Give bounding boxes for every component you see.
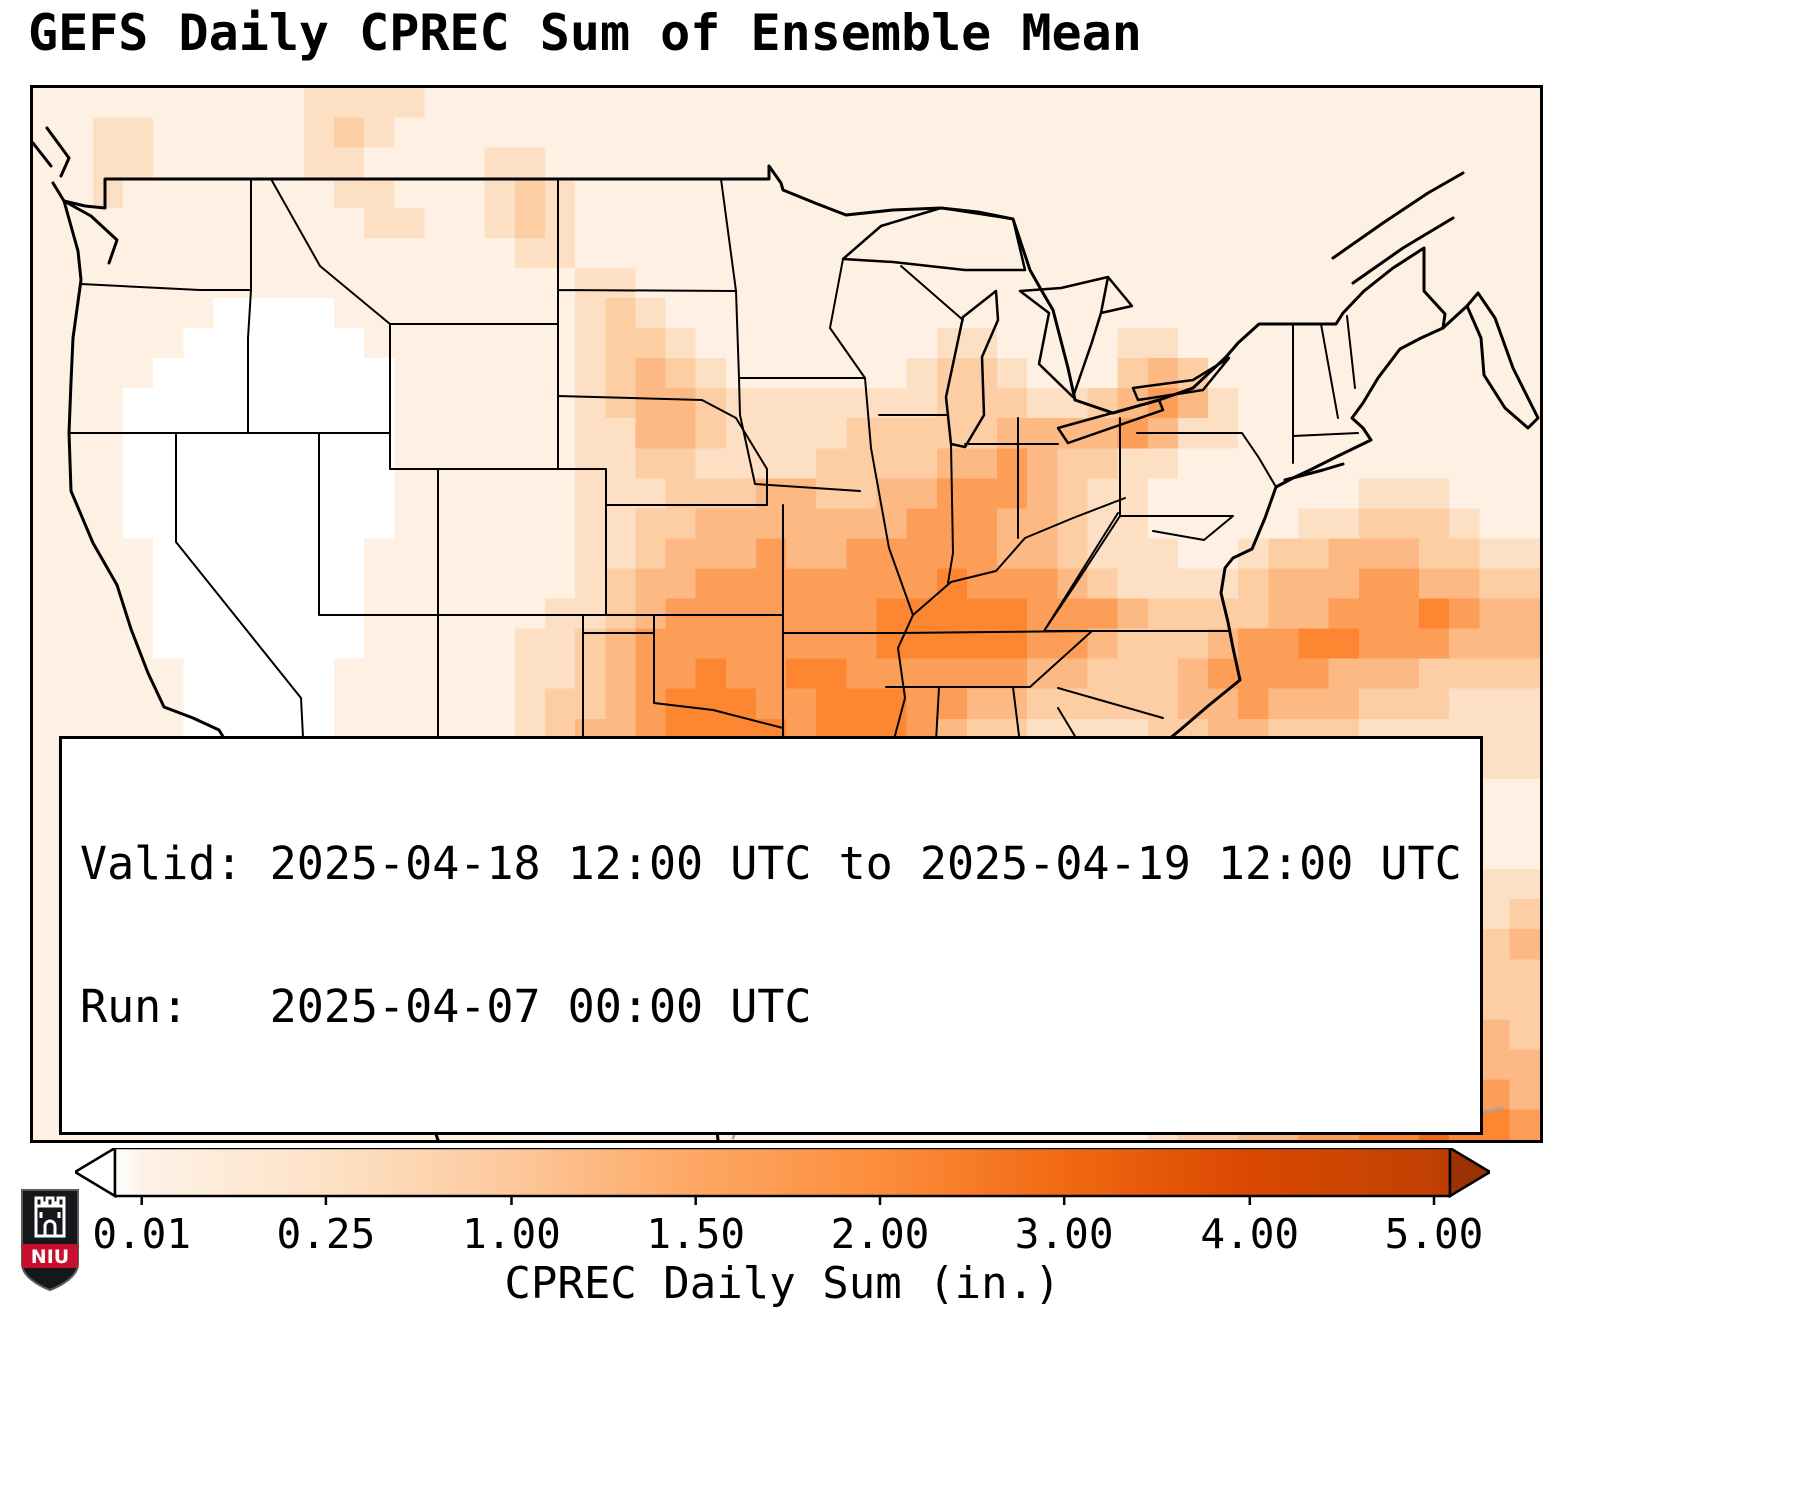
colorbar-tick-label: 5.00 [1384,1210,1484,1258]
logo-red-band [22,1244,78,1268]
run-time-text: Run: 2025-04-07 00:00 UTC [80,979,812,1033]
colorbar-tick-label: 2.00 [830,1210,930,1258]
castle-icon [34,1196,66,1238]
great-lakes-outlines [841,206,1231,449]
colorbar-tick-label: 4.00 [1200,1210,1300,1258]
colorbar-tick-label: 0.01 [92,1210,192,1258]
figure-title: GEFS Daily CPREC Sum of Ensemble Mean [28,4,1142,62]
logo-text: NIU [31,1246,69,1268]
colorbar-label: CPREC Daily Sum (in.) [504,1258,1061,1309]
validity-info-box: Valid: 2025-04-18 12:00 UTC to 2025-04-1… [59,735,1483,1135]
colorbar-tick-label: 0.25 [276,1210,376,1258]
colorbar-tick-label: 1.50 [646,1210,746,1258]
niu-logo-graphic: NIU [21,1189,79,1292]
colorbar-tick-labels: 0.01 0.25 1.00 1.50 2.00 3.00 4.00 5.00 [75,1206,1490,1258]
colorbar-tick-label: 1.00 [462,1210,561,1258]
colorbar-gradient-bar [75,1148,1490,1205]
niu-logo: NIU [20,1188,80,1300]
valid-time-text: Valid: 2025-04-18 12:00 UTC to 2025-04-1… [80,836,1462,890]
map-panel: Valid: 2025-04-18 12:00 UTC to 2025-04-1… [30,85,1543,1143]
colorbar-tick-label: 3.00 [1014,1210,1114,1258]
colorbar: 0.01 0.25 1.00 1.50 2.00 3.00 4.00 5.00 [75,1148,1490,1268]
